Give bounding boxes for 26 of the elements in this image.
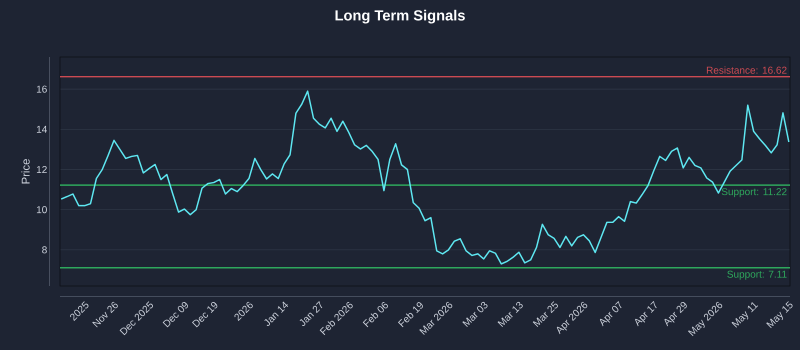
x-tick-label: Mar 13 (498, 302, 523, 328)
ref-line-label: Support: 7.11 (727, 270, 787, 280)
x-tick-label: Feb 06 (362, 302, 388, 328)
line-series (60, 90, 790, 265)
x-tick-label: May 15 (766, 301, 793, 328)
x-tick-label: Feb 19 (398, 302, 423, 328)
y-tick-label: 12 (36, 166, 47, 173)
ref-line-label: Support: 11.22 (722, 188, 787, 198)
y-tick-label: 16 (36, 86, 47, 93)
x-tick-label: Apr 17 (635, 301, 657, 326)
x-tick-label: Jan 14 (264, 302, 288, 326)
x-tick-label: Apr 07 (600, 301, 622, 326)
x-tick-label: Jan 27 (300, 301, 322, 326)
y-axis-title: Price (21, 159, 30, 184)
y-tick-label: 10 (36, 206, 47, 214)
y-tick-label: 14 (36, 126, 47, 133)
x-tick-label: May 11 (732, 302, 758, 328)
chart-title: Long Term Signals (336, 10, 465, 24)
x-tick-label: Dec 09 (162, 302, 188, 328)
x-tick-label: Mar 25 (532, 301, 558, 328)
ref-line-label: Resistance: 16.62 (706, 66, 787, 74)
x-tick-label: Apr 29 (664, 302, 687, 326)
x-tick-label: Nov 26 (92, 302, 118, 328)
x-tick-label: Dec 19 (192, 302, 218, 328)
y-tick-label: 8 (42, 246, 47, 254)
x-tick-label: Mar 03 (462, 302, 488, 328)
